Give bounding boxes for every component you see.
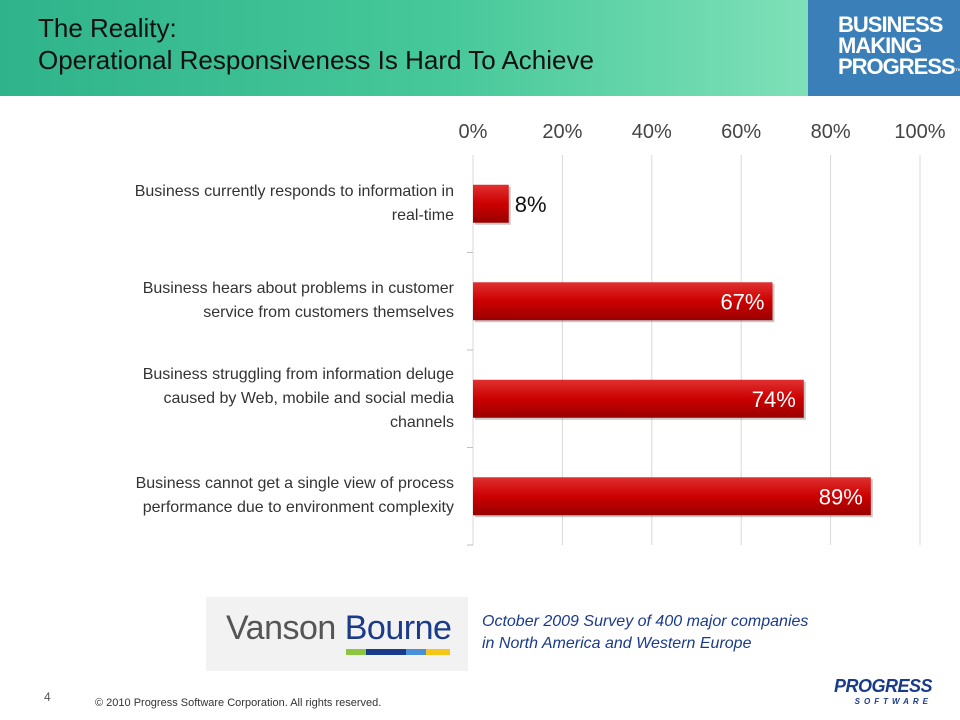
category-label-line: Business struggling from information del…	[142, 365, 454, 383]
title-banner: The Reality: Operational Responsiveness …	[0, 0, 808, 96]
bar	[473, 184, 509, 223]
data-label: 74%	[752, 387, 796, 412]
vanson-bourne-logo: Vanson Bourne	[206, 597, 468, 671]
page-number: 4	[44, 690, 51, 704]
slide-title: The Reality: Operational Responsiveness …	[38, 12, 594, 76]
x-tick-label: 0%	[459, 121, 488, 143]
category-label-line: Business hears about problems in custome…	[142, 280, 454, 298]
brand-line3: PROGRESS™	[838, 54, 960, 79]
category-label-line: real-time	[391, 206, 454, 224]
logo-stripe-green	[346, 649, 366, 655]
survey-note: October 2009 Survey of 400 major compani…	[482, 611, 808, 655]
category-label-line: caused by Web, mobile and social media	[163, 389, 454, 407]
business-making-progress-logo: BUSINESS MAKING PROGRESS™	[808, 0, 960, 96]
category-label-line: performance due to environment complexit…	[142, 499, 454, 517]
category-label-line: service from customers themselves	[203, 304, 454, 322]
survey-note-line2: in North America and Western Europe	[482, 635, 752, 652]
logo-stripe-blue	[406, 649, 426, 655]
progress-logo-word: PROGRESS	[833, 676, 933, 696]
survey-note-line1: October 2009 Survey of 400 major compani…	[482, 613, 809, 630]
x-tick-label: 60%	[721, 121, 761, 143]
brand-line1: BUSINESS	[838, 12, 943, 37]
logo-stripe-navy	[366, 649, 406, 655]
data-label: 8%	[515, 192, 547, 217]
bar	[473, 379, 804, 418]
bar	[473, 282, 773, 321]
slide-title-line2: Operational Responsiveness Is Hard To Ac…	[38, 45, 594, 75]
category-label: Business cannot get a single view of pro…	[14, 472, 454, 520]
copyright: © 2010 Progress Software Corporation. Al…	[95, 697, 382, 709]
category-label-line: Business cannot get a single view of pro…	[135, 475, 454, 493]
data-label: 89%	[819, 484, 863, 509]
x-tick-label: 40%	[632, 121, 672, 143]
x-tick-label: 20%	[542, 121, 582, 143]
brand-line2: MAKING	[838, 33, 922, 58]
logo-bourne: Bourne	[344, 609, 452, 647]
bar	[473, 477, 871, 516]
x-tick-label: 100%	[894, 121, 945, 143]
bar-chart: 0% 20% 40% 60% 80% 100% 8% 67% 74% 89%	[459, 121, 946, 546]
data-label: 67%	[720, 289, 764, 314]
logo-vanson: Vanson	[226, 609, 336, 647]
category-label: Business struggling from information del…	[14, 363, 454, 435]
logo-stripe-yellow	[426, 649, 450, 655]
category-label-line: channels	[389, 413, 454, 431]
x-tick-label: 80%	[811, 121, 851, 143]
progress-software-logo: PROGRESS SOFTWARE	[832, 676, 933, 706]
category-label-line: Business currently responds to informati…	[134, 182, 454, 200]
category-label: Business currently responds to informati…	[14, 180, 454, 228]
category-label: Business hears about problems in custome…	[14, 277, 454, 325]
slide-title-line1: The Reality:	[38, 13, 177, 43]
progress-logo-software: SOFTWARE	[854, 697, 932, 706]
